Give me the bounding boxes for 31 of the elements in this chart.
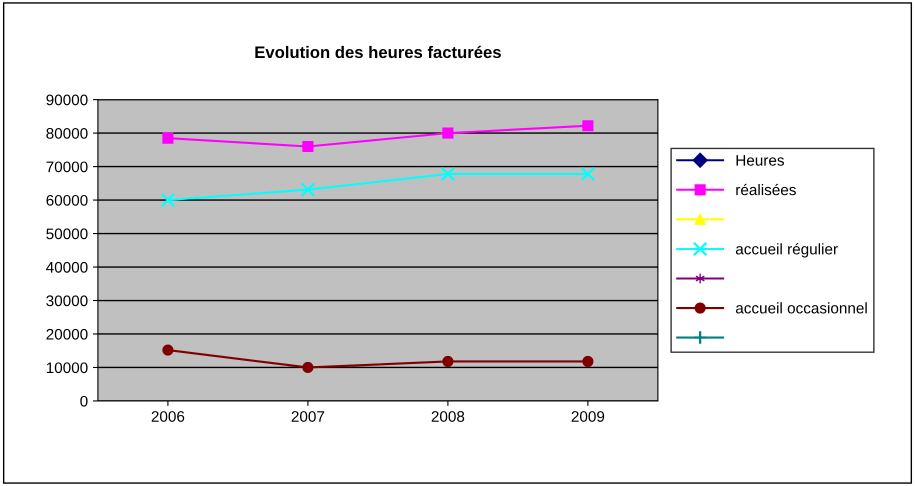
point: [302, 140, 314, 152]
point: [442, 128, 454, 139]
x-tick-label: 2006: [152, 411, 184, 422]
y-tick-label: 40000: [46, 262, 88, 273]
y-tick-label: 50000: [46, 228, 88, 240]
x-tick-label: 2008: [432, 411, 464, 422]
x-tick-label: 2009: [572, 411, 604, 422]
y-tick-label: 10000: [46, 362, 88, 374]
y-tick-label: 20000: [46, 328, 88, 340]
point: [162, 344, 174, 356]
legend-label: accueil régulier: [736, 243, 838, 258]
legend-label: réalisées: [736, 184, 796, 196]
y-tick-label: 70000: [46, 161, 88, 172]
y-tick-label: 90000: [46, 94, 88, 106]
x-tick-label: 2007: [292, 411, 324, 422]
point: [582, 356, 594, 367]
point: [162, 132, 174, 144]
point: [302, 362, 314, 374]
chart-title: Evolution des heures facturées: [255, 46, 501, 58]
y-tick-label: 60000: [46, 194, 88, 206]
y-tick-label: 30000: [46, 295, 88, 306]
point: [442, 356, 454, 367]
point: [300, 182, 316, 198]
legend-label: accueil occasionnel: [736, 302, 867, 314]
legend-label: Heures: [736, 155, 784, 166]
point: [582, 120, 594, 132]
y-tick-label: 80000: [46, 128, 88, 139]
point: [160, 192, 176, 208]
point: [440, 166, 456, 182]
y-tick-label: 0: [80, 396, 88, 407]
point: [580, 166, 596, 182]
